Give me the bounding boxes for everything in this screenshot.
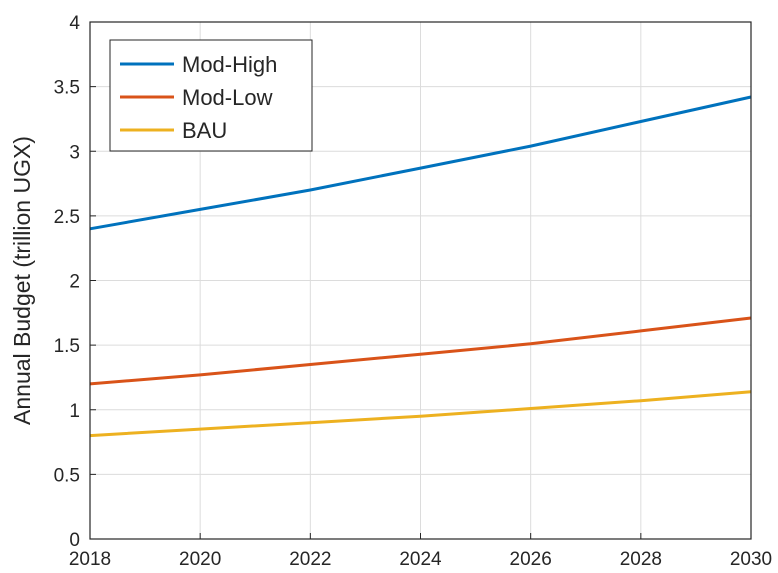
grid-lines	[89, 21, 752, 540]
legend-label: BAU	[182, 118, 227, 143]
x-tick-label: 2018	[69, 549, 111, 570]
x-tick-label: 2028	[620, 549, 662, 570]
y-tick-label: 0	[69, 530, 80, 551]
y-tick-label: 3.5	[54, 78, 80, 99]
x-tick-label: 2030	[730, 549, 772, 570]
series-line-mod-low	[89, 316, 752, 386]
y-axis-title: Annual Budget (trillion UGX)	[9, 136, 35, 425]
y-tick-label: 1	[69, 401, 80, 422]
y-tick-label: 1.5	[54, 336, 80, 357]
series-lines	[89, 95, 752, 438]
x-tick-label: 2024	[399, 549, 442, 570]
legend-label: Mod-Low	[182, 85, 273, 110]
series-line-bau	[89, 390, 752, 438]
y-tick-label: 3	[69, 142, 80, 163]
y-tick-label: 2	[69, 272, 80, 293]
series-line-mod-high	[89, 95, 752, 231]
legend: Mod-High Mod-Low BAU	[109, 39, 313, 152]
x-tick-label: 2022	[289, 549, 331, 570]
axis-ticks: 2018 2020 2022 2024 2026 2028 2030 0 0.5 1 1.5 2 2.5…	[54, 13, 773, 570]
y-tick-label: 0.5	[54, 465, 80, 486]
x-tick-label: 2026	[510, 549, 552, 570]
y-tick-label: 4	[69, 13, 80, 34]
y-tick-label: 2.5	[54, 207, 80, 228]
legend-label: Mod-High	[182, 52, 277, 77]
x-tick-label: 2020	[179, 549, 221, 570]
